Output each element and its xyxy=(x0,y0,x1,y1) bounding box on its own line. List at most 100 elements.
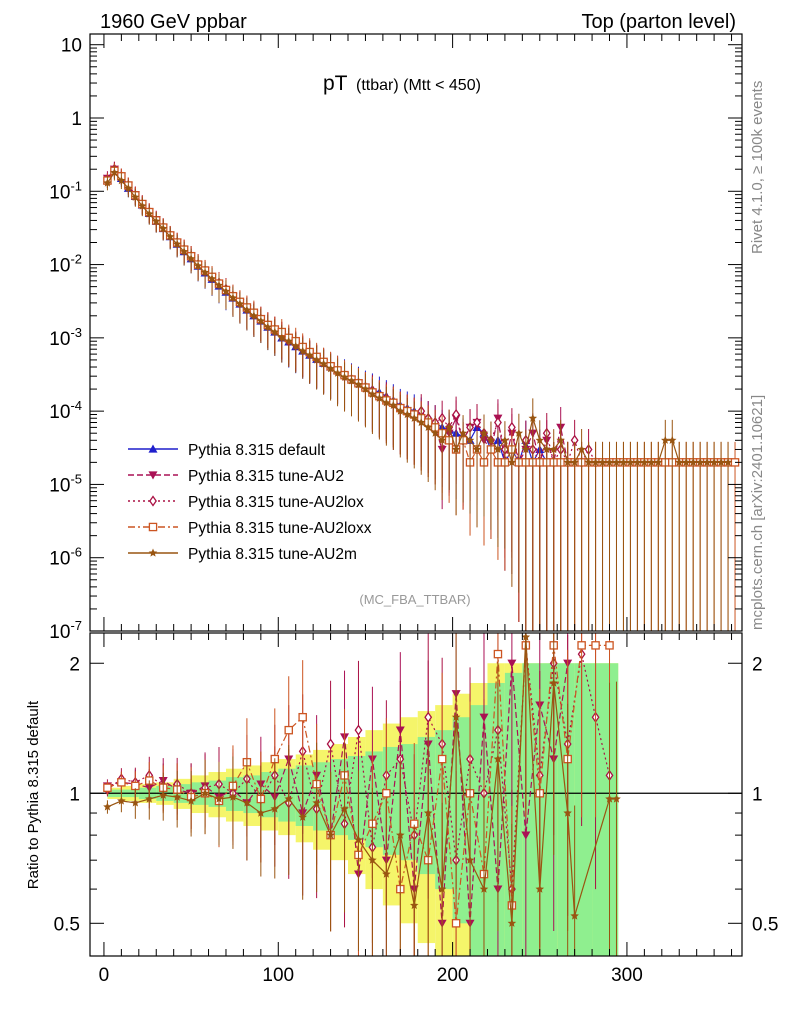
main-data-point xyxy=(354,380,363,389)
ratio-data-point xyxy=(354,835,363,844)
main-data-point xyxy=(165,232,175,241)
main-data-point xyxy=(556,435,565,444)
ratio-data-point xyxy=(298,712,307,722)
ratio-y-axis-label: Ratio to Pythia 8.315 default xyxy=(25,700,42,889)
plot-subtitle: (ttbar) (Mtt < 450) xyxy=(356,77,481,94)
ratio-series-line xyxy=(107,663,569,924)
ratio-data-point xyxy=(228,792,238,801)
main-data-point xyxy=(430,428,440,437)
main-data-point xyxy=(152,216,161,225)
y-tick-label: 10-4 xyxy=(49,398,82,423)
ratio-data-point xyxy=(117,796,126,805)
ratio-data-point xyxy=(270,804,280,813)
main-data-point xyxy=(242,305,252,314)
inner-uncertainty-band xyxy=(574,663,593,956)
main-data-point xyxy=(340,372,349,381)
ratio-data-point xyxy=(612,794,621,803)
inner-uncertainty-band xyxy=(522,663,540,956)
main-data-point xyxy=(493,416,502,429)
ratio-series-3 xyxy=(103,632,621,956)
main-data-point xyxy=(654,457,663,466)
inner-uncertainty-band xyxy=(539,663,558,956)
ratio-data-point xyxy=(577,641,586,650)
ratio-data-point xyxy=(382,789,391,798)
ratio-data-point xyxy=(284,725,293,735)
main-data-point xyxy=(688,457,698,466)
ratio-data-point xyxy=(451,919,461,928)
main-data-point xyxy=(563,457,572,466)
main-data-point xyxy=(507,457,517,466)
legend-label: Pythia 8.315 tune-AU2loxx xyxy=(188,520,372,537)
legend: Pythia 8.315 default Pythia 8.315 tune-AU… xyxy=(128,442,372,563)
ratio-data-point xyxy=(563,808,572,817)
main-data-point xyxy=(458,428,468,437)
legend-marker xyxy=(148,444,158,453)
ratio-data-point xyxy=(591,641,600,650)
main-data-point xyxy=(298,346,307,355)
main-data-point xyxy=(473,416,481,429)
plot-title: pT xyxy=(323,72,348,95)
y-tick-label: 10-6 xyxy=(49,545,82,570)
main-data-point xyxy=(591,457,600,466)
ratio-data-point xyxy=(117,778,126,787)
ratio-data-point xyxy=(396,830,405,839)
main-data-point xyxy=(605,457,614,466)
y-tick-label: 1 xyxy=(71,109,82,130)
main-data-point xyxy=(396,406,405,415)
main-data-point xyxy=(312,355,321,364)
ratio-data-point xyxy=(242,798,252,807)
main-data-point xyxy=(124,183,133,192)
main-data-point xyxy=(695,457,705,466)
ratio-data-point xyxy=(186,796,196,805)
main-data-point xyxy=(103,178,112,187)
main-data-point xyxy=(389,400,398,409)
ratio-data-point xyxy=(410,900,419,910)
x-tick-label: 100 xyxy=(262,965,294,986)
main-data-point xyxy=(444,422,454,431)
x-tick-label: 200 xyxy=(437,965,469,986)
inner-uncertainty-band xyxy=(313,762,331,831)
main-data-point xyxy=(535,435,545,444)
main-series-layer xyxy=(102,161,740,631)
main-plot-frame xyxy=(89,33,743,632)
main-data-point xyxy=(549,445,558,454)
main-data-point xyxy=(493,445,503,454)
main-data-point xyxy=(514,428,524,437)
y-tick-label: 10-7 xyxy=(49,618,82,643)
ratio-data-point xyxy=(605,794,614,803)
main-data-point xyxy=(716,457,726,466)
main-data-point xyxy=(138,201,147,210)
main-data-point xyxy=(702,457,712,466)
ratio-data-point xyxy=(535,884,545,893)
main-data-point xyxy=(528,413,538,422)
ratio-data-point xyxy=(507,918,517,927)
main-data-point xyxy=(479,428,489,437)
analysis-watermark: (MC_FBA_TTBAR) xyxy=(359,592,470,607)
ratio-data-point xyxy=(103,783,112,792)
main-data-point xyxy=(131,192,140,201)
y-tick-label: 10-5 xyxy=(49,471,82,496)
main-data-point xyxy=(668,435,677,444)
main-data-point xyxy=(647,457,656,466)
ratio-y-tick-label-right: 1 xyxy=(752,784,763,805)
main-data-point xyxy=(633,457,642,466)
main-data-point xyxy=(249,311,259,320)
main-data-point xyxy=(723,457,733,466)
ratio-y-tick-label-right: 2 xyxy=(752,654,763,675)
main-data-point xyxy=(500,435,510,444)
main-data-point xyxy=(437,435,447,444)
ratio-data-point xyxy=(465,855,475,864)
ratio-data-point xyxy=(493,649,503,659)
ratio-data-point xyxy=(158,790,168,799)
inner-uncertainty-band xyxy=(557,663,575,956)
main-data-point xyxy=(305,350,314,359)
main-data-point xyxy=(235,299,245,308)
main-data-point xyxy=(451,445,461,454)
main-data-point xyxy=(681,457,691,466)
ratio-plot-frame xyxy=(89,632,743,957)
ratio-data-point xyxy=(437,754,447,764)
ratio-data-point xyxy=(451,712,461,721)
ratio-data-point xyxy=(521,831,531,840)
legend-marker xyxy=(148,548,158,557)
ratio-data-point xyxy=(354,724,363,736)
